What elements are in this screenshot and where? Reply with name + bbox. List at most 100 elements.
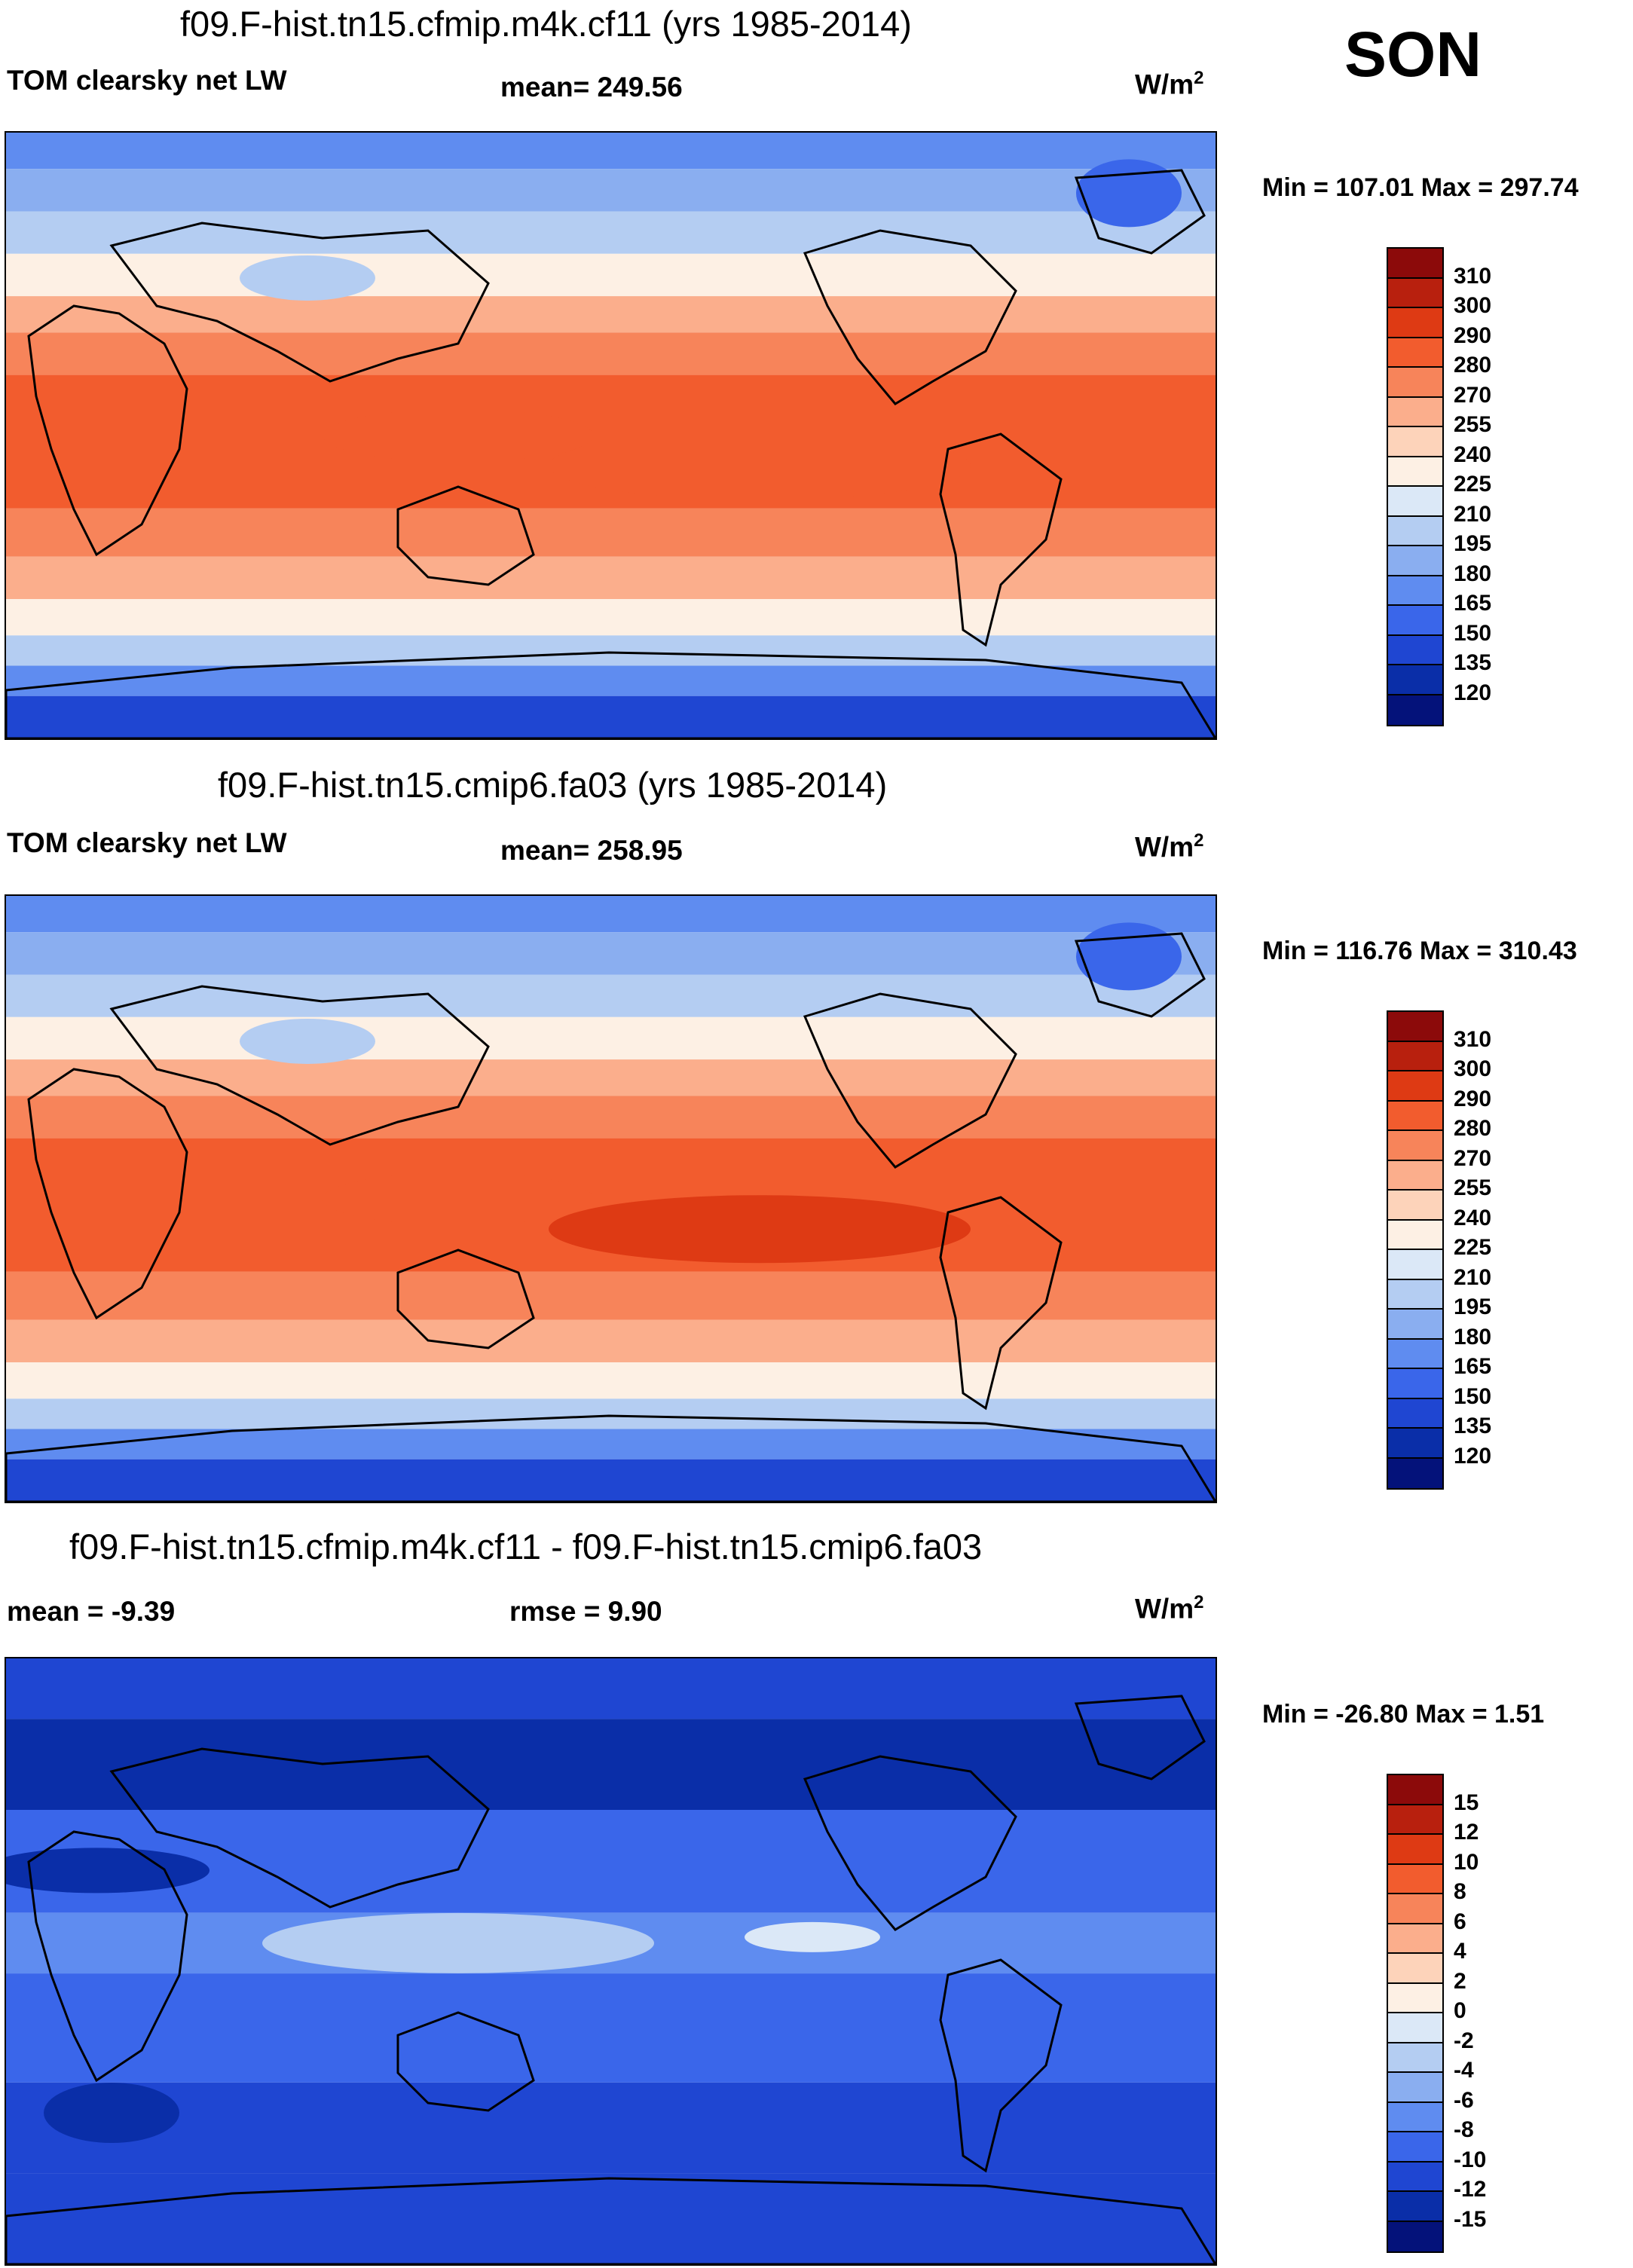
colorbar-cell — [1388, 457, 1442, 487]
colorbar-cell — [1388, 1310, 1442, 1340]
colorbar-tick-label: -8 — [1454, 2117, 1474, 2142]
colorbar-cell — [1388, 397, 1442, 427]
colorbar-tick-label: -12 — [1454, 2177, 1487, 2202]
panel-3-title: f09.F-hist.tn15.cfmip.m4k.cf11 - f09.F-h… — [69, 1527, 983, 1567]
colorbar-cell — [1388, 427, 1442, 457]
colorbar-tick-label: 15 — [1454, 1790, 1479, 1815]
colorbar-cell — [1388, 1191, 1442, 1221]
colorbar-cell — [1388, 606, 1442, 636]
colorbar-cell — [1388, 1339, 1442, 1369]
colorbar-cell — [1388, 1279, 1442, 1310]
panel-1-map-field — [6, 133, 1216, 738]
colorbar-tick-label: -10 — [1454, 2147, 1487, 2172]
colorbar-tick-label: 150 — [1454, 1383, 1492, 1409]
colorbar-cell — [1388, 1220, 1442, 1250]
colorbar-cell — [1388, 665, 1442, 695]
panel-2-minmax: Min = 116.76 Max = 310.43 — [1262, 937, 1577, 965]
colorbar-cell — [1388, 546, 1442, 576]
colorbar-tick-label: 240 — [1454, 442, 1492, 467]
panel-2-units: W/m2 — [1135, 830, 1204, 863]
colorbar-tick-label: 210 — [1454, 501, 1492, 527]
panel-1-map — [5, 131, 1217, 740]
colorbar-tick-label: 280 — [1454, 1116, 1492, 1141]
colorbar-cell — [1388, 2132, 1442, 2163]
panel-3-mean: mean = -9.39 — [7, 1596, 176, 1627]
colorbar-tick-label: -4 — [1454, 2058, 1474, 2083]
colorbar-tick-label: 165 — [1454, 1354, 1492, 1379]
colorbar-cell — [1388, 2192, 1442, 2222]
colorbar-cell — [1388, 278, 1442, 308]
colorbar-tick-label: 195 — [1454, 1294, 1492, 1319]
colorbar-tick-label: 280 — [1454, 353, 1492, 377]
colorbar-cell — [1388, 249, 1442, 279]
panel-2-title: f09.F-hist.tn15.cmip6.fa03 (yrs 1985-201… — [218, 765, 888, 805]
colorbar-tick-label: 225 — [1454, 472, 1492, 497]
colorbar-tick-label: 8 — [1454, 1879, 1466, 1904]
colorbar-cell — [1388, 2221, 1442, 2251]
colorbar-cell — [1388, 516, 1442, 546]
colorbar-tick-label: 6 — [1454, 1909, 1466, 1934]
colorbar-tick-label: 135 — [1454, 650, 1492, 675]
panel-3-map-field — [6, 1658, 1216, 2264]
colorbar-cell — [1388, 1369, 1442, 1399]
colorbar-cell — [1388, 2073, 1442, 2103]
colorbar-tick-label: 270 — [1454, 1145, 1492, 1171]
colorbar-tick-label: -2 — [1454, 2028, 1474, 2053]
panel-1-title: f09.F-hist.tn15.cfmip.m4k.cf11 (yrs 1985… — [180, 4, 912, 44]
panel-2-map — [5, 894, 1217, 1503]
colorbar-tick-label: 2 — [1454, 1968, 1466, 1994]
colorbar-tick-label: 290 — [1454, 322, 1492, 348]
colorbar-cell — [1388, 1775, 1442, 1805]
colorbar-tick-label: 120 — [1454, 680, 1492, 705]
colorbar-tick-label: 225 — [1454, 1235, 1492, 1260]
panel-3-rmse: rmse = 9.90 — [509, 1596, 662, 1627]
colorbar-cell — [1388, 368, 1442, 398]
colorbar-tick-label: 210 — [1454, 1264, 1492, 1290]
colorbar-cell — [1388, 2043, 1442, 2073]
colorbar-tick-label: 255 — [1454, 412, 1492, 437]
colorbar-cell — [1388, 1131, 1442, 1161]
colorbar-tick-label: 290 — [1454, 1086, 1492, 1111]
colorbar-cell — [1388, 1983, 1442, 2013]
panel-1-colorbar — [1387, 247, 1444, 726]
colorbar-tick-label: 300 — [1454, 1056, 1492, 1081]
panel-2-mean: mean= 258.95 — [500, 835, 683, 866]
colorbar-tick-label: 240 — [1454, 1205, 1492, 1230]
panel-1-mean: mean= 249.56 — [500, 72, 683, 102]
panel-1-units: W/m2 — [1135, 68, 1204, 100]
colorbar-cell — [1388, 1894, 1442, 1924]
colorbar-tick-label: -15 — [1454, 2206, 1487, 2232]
colorbar-cell — [1388, 635, 1442, 665]
colorbar-tick-label: 300 — [1454, 293, 1492, 318]
season-label: SON — [1344, 19, 1482, 90]
colorbar-tick-label: 180 — [1454, 561, 1492, 586]
panel-3-units: W/m2 — [1135, 1592, 1204, 1625]
colorbar-tick-label: -6 — [1454, 2087, 1474, 2113]
panel-3-colorbar — [1387, 1774, 1444, 2253]
colorbar-cell — [1388, 1835, 1442, 1865]
panel-3-map — [5, 1657, 1217, 2266]
colorbar-cell — [1388, 487, 1442, 517]
colorbar-cell — [1388, 1041, 1442, 1071]
colorbar-cell — [1388, 1101, 1442, 1131]
colorbar-cell — [1388, 1160, 1442, 1191]
colorbar-cell — [1388, 1398, 1442, 1429]
colorbar-cell — [1388, 2013, 1442, 2043]
panel-2-colorbar — [1387, 1010, 1444, 1490]
colorbar-tick-label: 165 — [1454, 591, 1492, 616]
colorbar-cell — [1388, 1458, 1442, 1488]
colorbar-tick-label: 150 — [1454, 620, 1492, 646]
colorbar-tick-label: 310 — [1454, 263, 1492, 289]
colorbar-tick-label: 135 — [1454, 1414, 1492, 1438]
colorbar-cell — [1388, 1250, 1442, 1280]
colorbar-tick-label: 180 — [1454, 1324, 1492, 1349]
colorbar-cell — [1388, 2162, 1442, 2192]
colorbar-tick-label: 270 — [1454, 382, 1492, 408]
colorbar-tick-label: 12 — [1454, 1820, 1479, 1845]
colorbar-tick-label: 310 — [1454, 1026, 1492, 1052]
panel-2-variable: TOM clearsky net LW — [7, 827, 287, 858]
colorbar-cell — [1388, 308, 1442, 338]
colorbar-tick-label: 0 — [1454, 1998, 1466, 2023]
colorbar-cell — [1388, 576, 1442, 606]
colorbar-cell — [1388, 1864, 1442, 1894]
